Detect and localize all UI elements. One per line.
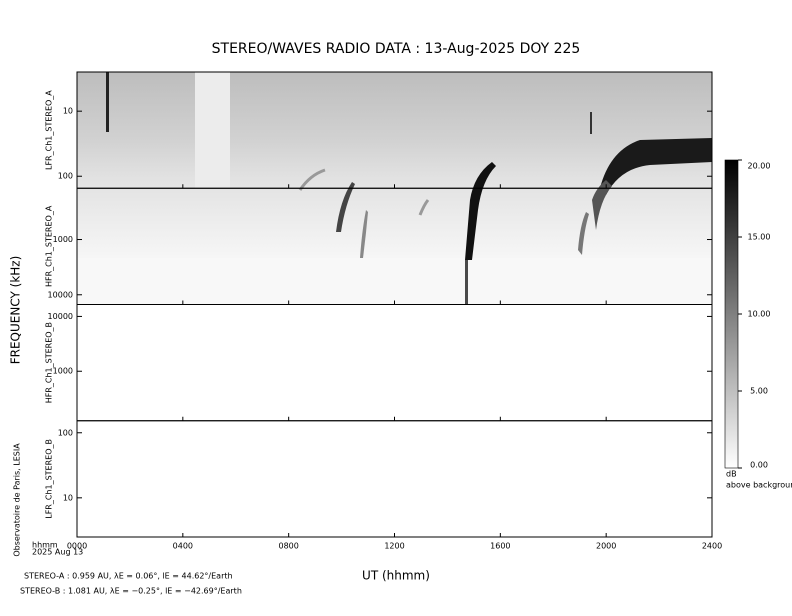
colorbar-tick-label: 5.00 bbox=[750, 387, 768, 396]
colorbar-tick-label: 0.00 bbox=[750, 461, 768, 470]
y-tick-label: 10 bbox=[63, 107, 73, 116]
y-tick-label: 1000 bbox=[53, 235, 73, 244]
panel-label: HFR_Ch1_STEREO_A bbox=[45, 205, 54, 287]
y-tick-label: 100 bbox=[58, 172, 73, 181]
panel-label: HFR_Ch1_STEREO_B bbox=[45, 322, 54, 403]
colorbar-tick-label: 20.00 bbox=[748, 162, 771, 171]
panel-frame bbox=[76, 420, 713, 538]
x-axis-label: UT (hhmm) bbox=[362, 569, 430, 583]
y-tick-label: 10 bbox=[63, 493, 73, 502]
date: 2025 Aug 13 bbox=[32, 548, 83, 557]
title: STEREO/WAVES RADIO DATA : 13-Aug-2025 DO… bbox=[212, 41, 581, 57]
x-tick-label: 0400 bbox=[173, 542, 193, 551]
panel-label: LFR_Ch1_STEREO_A bbox=[45, 90, 54, 170]
x-tick-label: 2400 bbox=[702, 542, 722, 551]
y-tick-label: 10000 bbox=[48, 312, 73, 321]
colorbar-unit: dB bbox=[726, 470, 737, 479]
panel-frame bbox=[76, 304, 713, 422]
x-unit: hhmm bbox=[32, 541, 58, 550]
y-tick-label: 1000 bbox=[53, 367, 73, 376]
x-tick-label: 0000 bbox=[67, 542, 87, 551]
x-tick-label: 1600 bbox=[490, 542, 510, 551]
x-tick-label: 2000 bbox=[596, 542, 616, 551]
spacecraft-a: STEREO-A : 0.959 AU, λE = 0.06°, lE = 44… bbox=[24, 572, 233, 581]
colorbar-tick-label: 10.00 bbox=[748, 310, 771, 319]
x-tick-label: 1200 bbox=[384, 542, 404, 551]
credit: Observatoire de Paris, LESIA bbox=[13, 443, 22, 557]
y-axis-label: FREQUENCY (kHz) bbox=[9, 256, 23, 365]
spacecraft-b: STEREO-B : 1.081 AU, λE = −0.25°, lE = −… bbox=[20, 587, 242, 596]
colorbar-tick-label: 15.00 bbox=[748, 233, 771, 242]
panel-label: LFR_Ch1_STEREO_B bbox=[45, 439, 54, 519]
x-tick-label: 0800 bbox=[278, 542, 298, 551]
colorbar bbox=[724, 159, 739, 469]
spectrogram bbox=[77, 72, 712, 304]
colorbar-caption: above background bbox=[726, 481, 792, 490]
y-tick-label: 100 bbox=[58, 428, 73, 437]
y-tick-label: 10000 bbox=[48, 290, 73, 299]
